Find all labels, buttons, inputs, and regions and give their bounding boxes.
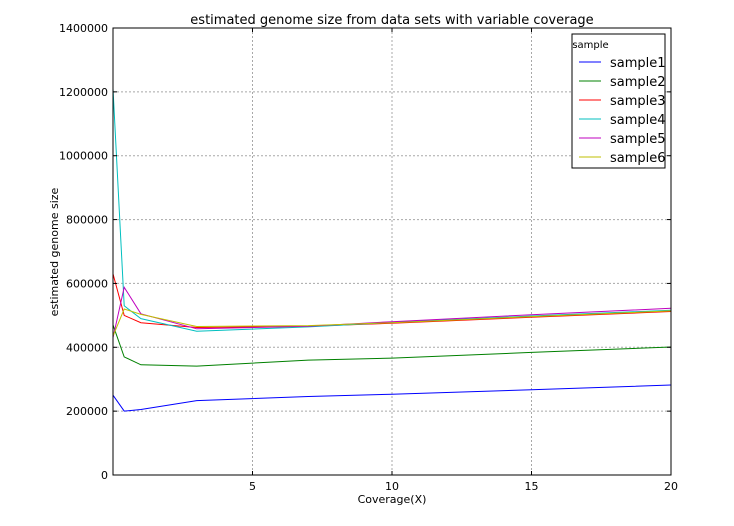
legend-label-sample3: sample3 [610, 94, 666, 109]
y-tick-label: 1200000 [59, 86, 108, 99]
y-tick-label: 600000 [66, 277, 108, 290]
x-tick-label: 20 [664, 480, 678, 493]
ticks: 5 10 15 20 0 200000 400000 600000 800000 1000000 1… [59, 22, 678, 493]
x-axis-label: Coverage(X) [358, 493, 427, 506]
legend-title: sample [572, 40, 608, 51]
y-tick-label: 0 [101, 469, 108, 482]
legend-label-sample5: sample5 [610, 132, 666, 147]
series-line-sample2 [112, 324, 672, 367]
x-tick-label: 10 [385, 480, 399, 493]
legend-label-sample2: sample2 [610, 75, 666, 90]
y-tick-label: 1400000 [59, 22, 108, 35]
y-tick-label: 200000 [66, 405, 108, 418]
y-tick-label: 400000 [66, 341, 108, 354]
series-lines [112, 88, 672, 412]
series-line-sample5 [112, 286, 672, 338]
y-tick-label: 1000000 [59, 150, 108, 163]
series-line-sample4 [112, 88, 672, 332]
y-tick-label: 800000 [66, 214, 108, 227]
x-tick-label: 5 [249, 480, 256, 493]
x-tick-label: 15 [525, 480, 539, 493]
y-axis-label: estimated genome size [48, 187, 61, 316]
legend-box [571, 33, 666, 169]
chart-title: estimated genome size from data sets wit… [190, 13, 593, 28]
legend-label-sample4: sample4 [610, 113, 666, 128]
series-line-sample3 [112, 273, 672, 329]
series-line-sample1 [112, 384, 672, 412]
legend-label-sample1: sample1 [610, 56, 666, 71]
series-line-sample6 [112, 308, 672, 337]
legend-label-sample6: sample6 [610, 151, 666, 166]
